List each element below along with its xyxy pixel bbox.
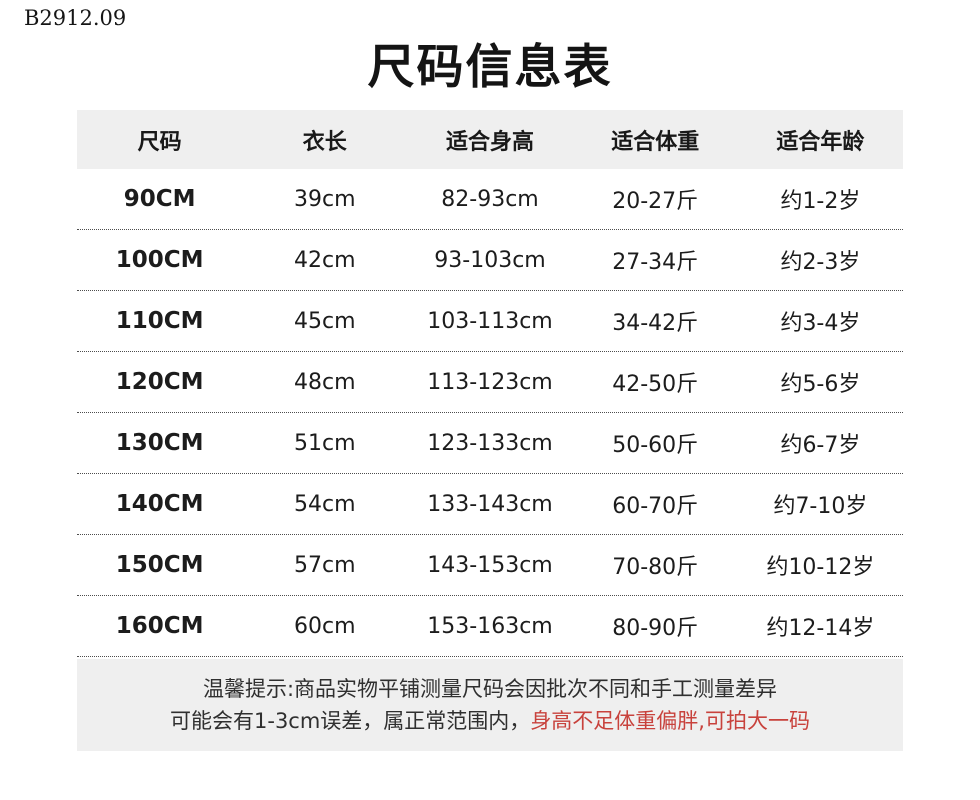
cell-weight: 60-70斤 bbox=[612, 494, 699, 519]
cell-age: 约5-6岁 bbox=[780, 372, 861, 397]
header-cell-size: 尺码 bbox=[137, 129, 182, 155]
cell-size: 160CM bbox=[115, 613, 204, 639]
cell-length: 48cm bbox=[294, 369, 356, 395]
cell-length: 57cm bbox=[294, 552, 356, 578]
table-row: 100CM 42cm 93-103cm 27-34斤 约2-3岁 bbox=[77, 230, 903, 291]
table-body: 90CM 39cm 82-93cm 20-27斤 约1-2岁 100CM 42c… bbox=[77, 169, 903, 657]
cell-weight: 50-60斤 bbox=[612, 433, 699, 458]
cell-weight: 34-42斤 bbox=[612, 311, 699, 336]
cell-size: 130CM bbox=[115, 430, 204, 456]
cell-size: 150CM bbox=[115, 552, 204, 578]
cell-size: 100CM bbox=[115, 247, 204, 273]
note-line-2-text: 可能会有1-3cm误差，属正常范围内， bbox=[170, 709, 531, 733]
table-row: 130CM 51cm 123-133cm 50-60斤 约6-7岁 bbox=[77, 413, 903, 474]
header-cell-height: 适合身高 bbox=[446, 129, 535, 155]
cell-height: 113-123cm bbox=[427, 369, 553, 395]
table-header-row: 尺码 衣长 适合身高 适合体重 适合年龄 bbox=[77, 110, 903, 169]
note-line-1: 温馨提示:商品实物平铺测量尺码会因批次不同和手工测量差异 bbox=[202, 677, 778, 701]
cell-age: 约1-2岁 bbox=[780, 189, 861, 214]
cell-age: 约10-12岁 bbox=[766, 555, 875, 580]
header-cell-weight: 适合体重 bbox=[611, 129, 700, 155]
cell-height: 93-103cm bbox=[434, 247, 546, 273]
cell-length: 42cm bbox=[294, 247, 356, 273]
table-row: 160CM 60cm 153-163cm 80-90斤 约12-14岁 bbox=[77, 596, 903, 657]
cell-height: 153-163cm bbox=[427, 613, 553, 639]
table-row: 150CM 57cm 143-153cm 70-80斤 约10-12岁 bbox=[77, 535, 903, 596]
cell-height: 123-133cm bbox=[427, 430, 553, 456]
header-cell-length: 衣长 bbox=[302, 129, 347, 155]
note-highlight: 身高不足体重偏胖,可拍大一码 bbox=[530, 709, 810, 733]
cell-length: 51cm bbox=[294, 430, 356, 456]
cell-height: 82-93cm bbox=[441, 186, 539, 212]
cell-age: 约6-7岁 bbox=[780, 433, 861, 458]
table-row: 120CM 48cm 113-123cm 42-50斤 约5-6岁 bbox=[77, 352, 903, 413]
cell-length: 54cm bbox=[294, 491, 356, 517]
cell-size: 120CM bbox=[115, 369, 204, 395]
table-row: 140CM 54cm 133-143cm 60-70斤 约7-10岁 bbox=[77, 474, 903, 535]
cell-weight: 20-27斤 bbox=[612, 189, 699, 214]
product-code: B2912.09 bbox=[24, 6, 127, 30]
cell-age: 约3-4岁 bbox=[780, 311, 861, 336]
cell-weight: 80-90斤 bbox=[612, 616, 699, 641]
table-row: 110CM 45cm 103-113cm 34-42斤 约3-4岁 bbox=[77, 291, 903, 352]
size-table: 尺码 衣长 适合身高 适合体重 适合年龄 90CM 39cm 82-93cm 2… bbox=[77, 110, 903, 657]
cell-length: 60cm bbox=[294, 613, 356, 639]
page-title: 尺码信息表 bbox=[367, 40, 613, 95]
cell-height: 133-143cm bbox=[427, 491, 553, 517]
cell-age: 约7-10岁 bbox=[773, 494, 868, 519]
cell-size: 140CM bbox=[115, 491, 204, 517]
cell-weight: 27-34斤 bbox=[612, 250, 699, 275]
cell-weight: 70-80斤 bbox=[612, 555, 699, 580]
cell-height: 103-113cm bbox=[427, 308, 553, 334]
cell-length: 45cm bbox=[294, 308, 356, 334]
cell-size: 90CM bbox=[123, 186, 196, 212]
header-cell-age: 适合年龄 bbox=[776, 129, 865, 155]
note-line-2: 可能会有1-3cm误差，属正常范围内，身高不足体重偏胖,可拍大一码 bbox=[77, 705, 903, 737]
cell-age: 约2-3岁 bbox=[780, 250, 861, 275]
cell-length: 39cm bbox=[294, 186, 356, 212]
cell-size: 110CM bbox=[115, 308, 204, 334]
note-bar: 温馨提示:商品实物平铺测量尺码会因批次不同和手工测量差异 可能会有1-3cm误差… bbox=[77, 659, 903, 751]
table-row: 90CM 39cm 82-93cm 20-27斤 约1-2岁 bbox=[77, 169, 903, 230]
cell-height: 143-153cm bbox=[427, 552, 553, 578]
cell-weight: 42-50斤 bbox=[612, 372, 699, 397]
cell-age: 约12-14岁 bbox=[766, 616, 875, 641]
